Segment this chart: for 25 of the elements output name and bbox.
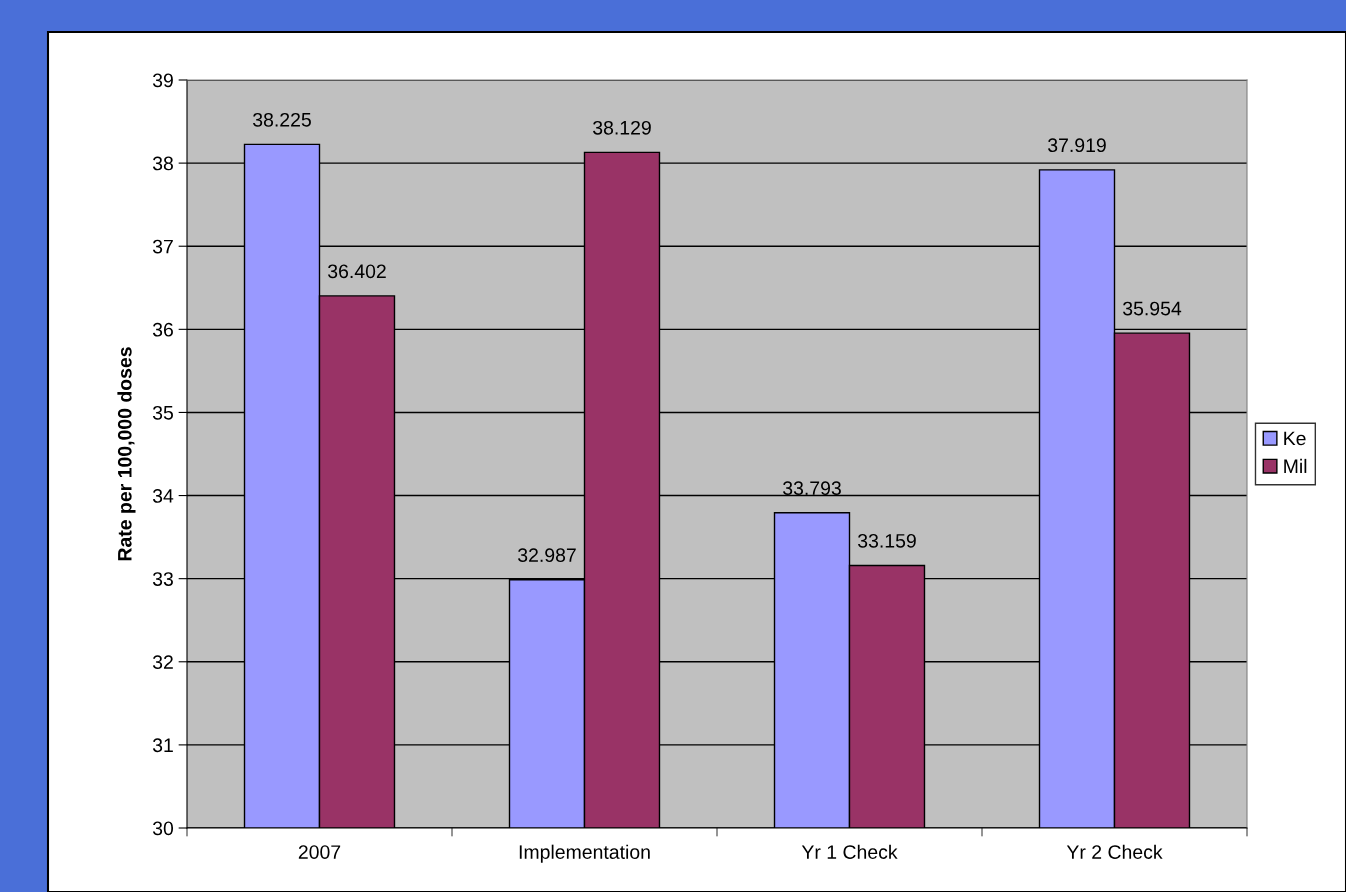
data-label: 37.919 [1048, 138, 1106, 153]
y-tick-label: 39 [152, 73, 173, 88]
x-tick-label: Implementation [519, 844, 650, 863]
x-tick-label: 2007 [298, 845, 341, 859]
y-tick-label: 34 [152, 489, 174, 503]
data-label: 38.225 [253, 112, 311, 127]
y-tick-label: 36 [152, 322, 173, 337]
y-tick-label: 35 [152, 405, 173, 420]
y-tick-label: 38 [152, 156, 173, 171]
data-label: 36.402 [328, 264, 386, 279]
y-tick-label: 31 [152, 738, 173, 753]
x-tick-label: Yr 2 Check [1066, 844, 1163, 859]
x-tick-label: Yr 1 Check [801, 844, 898, 859]
y-tick-label: 37 [152, 239, 173, 254]
data-label: 32.987 [518, 548, 576, 563]
data-label: 35.954 [1123, 301, 1182, 316]
legend-label: Ke [1284, 431, 1306, 446]
data-label: 33.793 [783, 481, 841, 496]
y-axis-title: Rate per 100,000 doses [117, 347, 136, 561]
y-tick-label: 33 [152, 572, 173, 586]
data-label: 33.159 [858, 533, 916, 548]
y-tick-label: 30 [152, 821, 174, 836]
data-label: 38.129 [593, 120, 651, 135]
y-tick-label: 32 [152, 655, 173, 670]
legend-label: Mil [1284, 458, 1307, 473]
